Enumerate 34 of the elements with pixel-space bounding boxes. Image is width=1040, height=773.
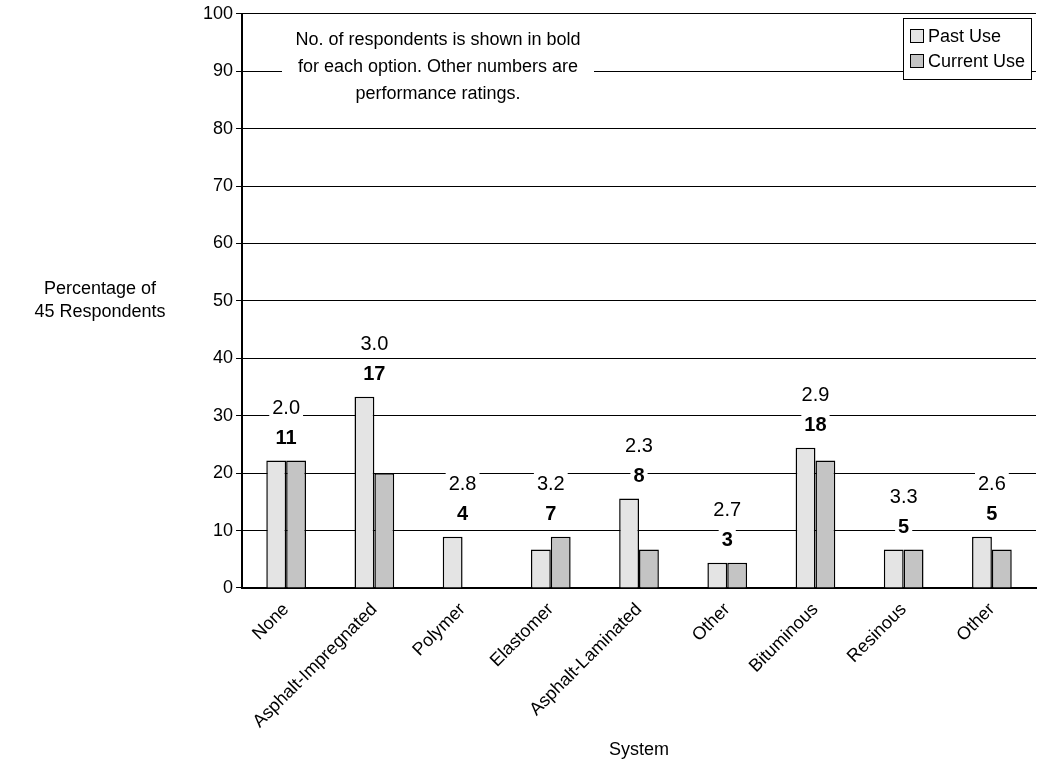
legend-label: Current Use	[926, 50, 1025, 72]
annotation: 2.0	[272, 396, 301, 419]
y-tick-label: 60	[213, 232, 234, 253]
annotation: No. of respondents is shown in bold for each option. Other numbers are performance ratings.	[282, 21, 595, 111]
y-tick-label: 80	[213, 117, 234, 138]
annotation: 3.0	[360, 332, 389, 355]
y-axis-title: Percentage of 45 Respondents	[33, 276, 167, 323]
y-tick-label: 40	[213, 347, 234, 368]
annotation: 3.2	[536, 472, 565, 495]
y-tick-label: 10	[213, 519, 234, 540]
annotation: 2.9	[801, 383, 830, 406]
y-tick-label: 20	[213, 462, 234, 483]
annotation: 2.3	[625, 433, 653, 456]
annotation: 2.8	[448, 472, 477, 495]
y-tick-label: 90	[213, 60, 234, 81]
y-tick-label: 50	[213, 289, 234, 310]
annotation: 2.6	[977, 472, 1006, 495]
y-tick-label: 70	[213, 175, 234, 196]
annotation: 7	[545, 502, 557, 525]
x-axis-title: System	[609, 739, 670, 760]
annotation: 3.3	[889, 485, 918, 508]
annotation: 3	[721, 528, 733, 551]
annotation: 17	[363, 362, 386, 385]
y-tick-label: 30	[213, 404, 234, 425]
annotation: 18	[804, 413, 827, 436]
annotation: 8	[633, 463, 645, 486]
annotation: 5	[898, 515, 910, 538]
y-tick-label: 0	[223, 576, 234, 597]
legend-label: Past Use	[926, 25, 1002, 47]
annotation: 4	[457, 502, 470, 525]
annotation: 11	[275, 426, 297, 449]
annotation: 2.7	[713, 498, 742, 521]
y-tick-label: 100	[202, 2, 234, 23]
annotation: 5	[986, 502, 998, 525]
